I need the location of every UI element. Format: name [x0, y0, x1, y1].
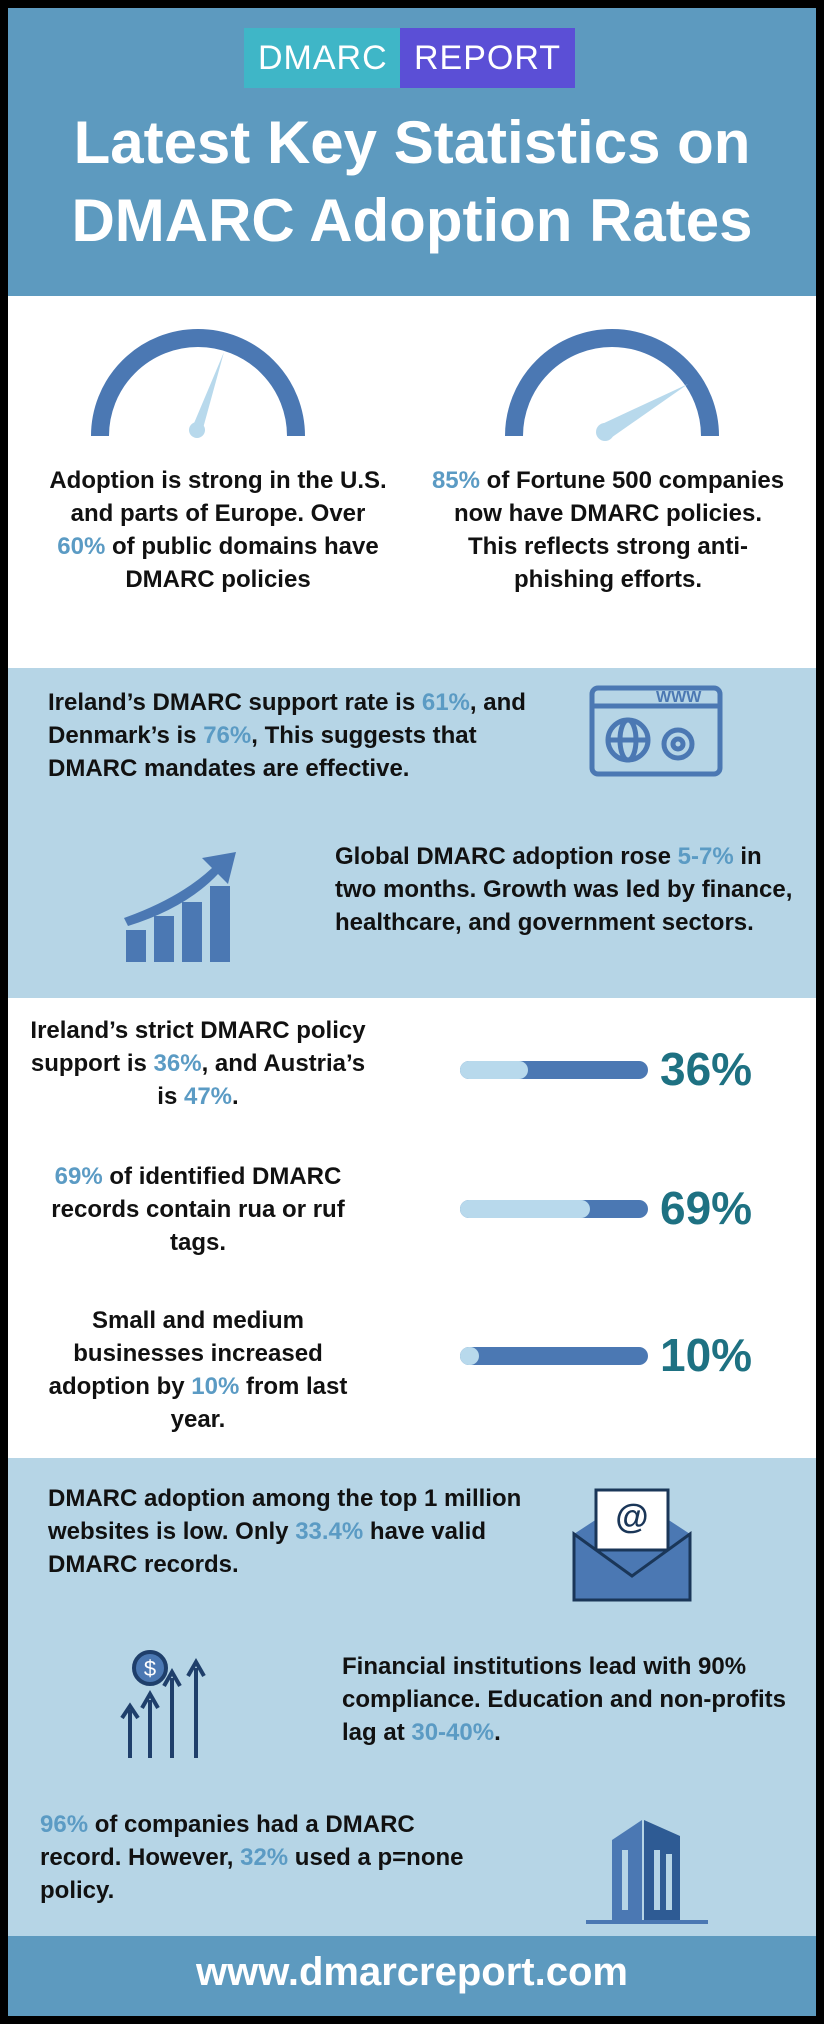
bar-label: 36%	[660, 1043, 753, 1095]
svg-text:WWW: WWW	[656, 689, 702, 706]
text-run: Adoption is strong in the U.S. and parts…	[49, 467, 387, 527]
text-run: Ireland’s strict DMARC policy support is	[30, 1017, 366, 1077]
text-run: in two months. Growth was led by finance…	[335, 843, 793, 936]
growth-icon	[124, 852, 236, 962]
text-run: Financial institutions lead with 90% com…	[342, 1653, 787, 1746]
money-icon: $	[120, 1650, 206, 1758]
stat-text: Adoption is strong in the U.S. and parts…	[48, 464, 388, 596]
highlight: 47%	[183, 1083, 233, 1110]
footer-url: www.dmarcreport.com	[196, 1950, 628, 1994]
text-run: DMARC adoption among the top 1 million w…	[48, 1485, 522, 1545]
text-run: of public domains have DMARC policies	[105, 533, 379, 593]
text-run: , and Denmark’s is	[48, 689, 526, 749]
footer: www.dmarcreport.com	[8, 1936, 816, 2016]
highlight: 32%	[240, 1844, 289, 1871]
text-run: used a p=none policy.	[40, 1844, 464, 1904]
text-run: Ireland’s DMARC support rate is	[48, 689, 422, 716]
stat-text: Small and medium businesses increased ad…	[28, 1304, 368, 1436]
stat-text: Financial institutions lead with 90% com…	[342, 1650, 792, 1749]
section	[8, 998, 816, 1458]
web-icon: WWW	[589, 685, 723, 777]
header: DMARC REPORT Latest Key Statistics on DM…	[8, 8, 816, 296]
text-run: have valid DMARC records.	[48, 1518, 486, 1578]
highlight: 30-40%	[411, 1719, 495, 1746]
stat-text: 69% of identified DMARC records contain …	[28, 1160, 368, 1259]
email-icon: @	[572, 1488, 692, 1602]
svg-text:$: $	[144, 1656, 156, 1681]
svg-text:@: @	[615, 1498, 648, 1536]
text-run: from last year.	[170, 1373, 348, 1433]
bar-label: 10%	[660, 1329, 753, 1381]
highlight: 36%	[153, 1050, 202, 1077]
highlight: 5-7%	[677, 843, 734, 870]
bar-fill	[460, 1200, 590, 1218]
stat-text: 96% of companies had a DMARC record. How…	[40, 1808, 500, 1907]
highlight: 10%	[191, 1373, 240, 1400]
stat-text: Ireland’s DMARC support rate is 61%, and…	[48, 686, 528, 785]
title-line: DMARC Adoption Rates	[71, 187, 753, 254]
stat-text: DMARC adoption among the top 1 million w…	[48, 1482, 528, 1581]
text-run: of Fortune 500 companies now have DMARC …	[453, 467, 785, 593]
text-run: Small and medium businesses increased ad…	[48, 1307, 323, 1400]
text-run: , and Austria’s is	[157, 1050, 366, 1110]
bar-track	[460, 1347, 648, 1365]
stat-text: Ireland’s strict DMARC policy support is…	[28, 1014, 368, 1113]
logo-right: REPORT	[400, 28, 576, 88]
text-run: of companies had a DMARC record. However…	[40, 1811, 415, 1871]
text-run: , This suggests that DMARC mandates are …	[48, 722, 477, 782]
highlight: 69%	[54, 1163, 103, 1190]
stat-text: Global DMARC adoption rose 5-7% in two m…	[335, 840, 795, 939]
bar-fill	[460, 1347, 479, 1365]
gauge-icon	[91, 329, 305, 438]
title-line: Latest Key Statistics on	[73, 109, 751, 176]
bar-label: 69%	[660, 1182, 753, 1234]
text-run: .	[232, 1083, 239, 1110]
building-icon	[586, 1820, 708, 1924]
stat-text: 85% of Fortune 500 companies now have DM…	[428, 464, 788, 596]
highlight: 96%	[40, 1811, 89, 1838]
highlight: 85%	[431, 467, 480, 494]
logo-left: DMARC	[244, 28, 402, 88]
highlight: 76%	[203, 722, 252, 749]
text-run: of identified DMARC records contain rua …	[51, 1163, 345, 1256]
highlight: 61%	[421, 689, 470, 716]
infographic: DMARC REPORT Latest Key Statistics on DM…	[8, 8, 816, 2016]
text-run: Global DMARC adoption rose	[335, 843, 678, 870]
bar-fill	[460, 1061, 528, 1079]
gauge-icon	[505, 329, 719, 441]
highlight: 33.4%	[295, 1518, 364, 1545]
highlight: 60%	[57, 533, 106, 560]
text-run: .	[494, 1719, 501, 1746]
